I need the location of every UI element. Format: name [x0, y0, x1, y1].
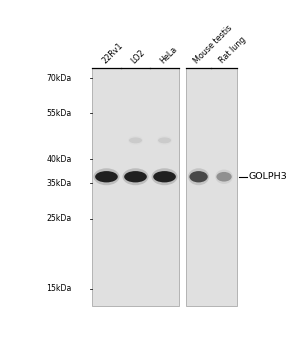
Ellipse shape: [93, 168, 119, 185]
Text: HeLa: HeLa: [158, 45, 179, 65]
Text: 40kDa: 40kDa: [46, 155, 72, 164]
Text: 22Rv1: 22Rv1: [100, 41, 124, 65]
Ellipse shape: [124, 171, 147, 182]
Text: Rat lung: Rat lung: [218, 35, 248, 65]
Ellipse shape: [153, 171, 176, 182]
Ellipse shape: [128, 136, 143, 145]
Ellipse shape: [95, 171, 118, 182]
Text: 55kDa: 55kDa: [46, 109, 72, 118]
Ellipse shape: [158, 138, 171, 144]
Text: Mouse testis: Mouse testis: [192, 23, 234, 65]
Text: 25kDa: 25kDa: [46, 214, 72, 223]
Ellipse shape: [122, 168, 149, 185]
Ellipse shape: [157, 136, 172, 145]
Text: 35kDa: 35kDa: [46, 179, 72, 188]
Bar: [92, 68, 179, 306]
Text: 15kDa: 15kDa: [46, 284, 72, 293]
Ellipse shape: [152, 168, 178, 185]
Ellipse shape: [190, 171, 208, 182]
Ellipse shape: [216, 172, 232, 182]
Text: LO2: LO2: [129, 48, 147, 65]
Bar: [186, 68, 237, 306]
Text: GOLPH3: GOLPH3: [248, 172, 287, 181]
Ellipse shape: [188, 168, 209, 185]
Ellipse shape: [129, 138, 142, 144]
Text: 70kDa: 70kDa: [46, 74, 72, 83]
Ellipse shape: [215, 169, 233, 184]
